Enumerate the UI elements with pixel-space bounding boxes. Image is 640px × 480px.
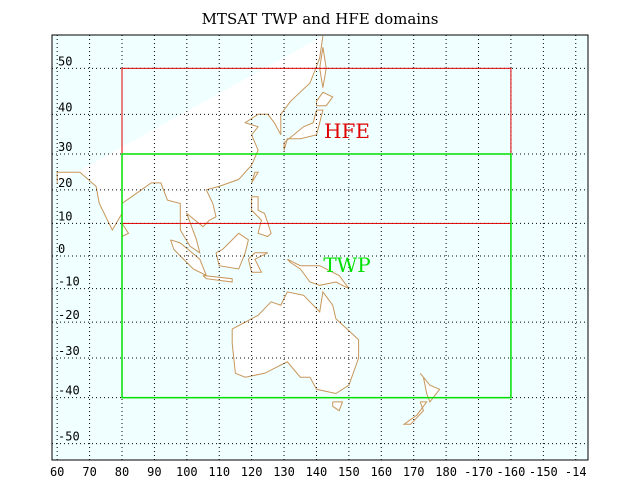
lon-label: -160: [496, 465, 525, 479]
domains: HFE TWP: [121, 67, 512, 399]
coastline: [332, 401, 344, 412]
lat-label: -30: [58, 344, 80, 358]
coastline: [402, 401, 428, 425]
coastline: [251, 171, 259, 184]
coastline: [251, 196, 272, 238]
coastline: [286, 258, 350, 290]
lon-label: -14: [565, 465, 587, 479]
domain-box: [121, 153, 512, 399]
lat-label: -20: [58, 308, 80, 322]
domain-label: TWP: [323, 253, 370, 277]
lon-label: 140: [306, 465, 328, 479]
coastline: [283, 109, 324, 151]
lon-label: 170: [403, 465, 425, 479]
lon-label: 180: [435, 465, 457, 479]
coastline: [319, 47, 327, 88]
coastlines: [56, 35, 441, 425]
lat-label: 50: [58, 54, 72, 68]
lat-label: -10: [58, 275, 80, 289]
lat-label: 0: [58, 242, 65, 256]
domain-label: HFE: [324, 119, 370, 143]
lon-label: 120: [241, 465, 263, 479]
lon-label: 150: [338, 465, 360, 479]
lon-label: 100: [176, 465, 198, 479]
lat-label: 20: [58, 176, 72, 190]
coastline: [419, 372, 441, 403]
lon-label: 110: [208, 465, 230, 479]
lon-label: 130: [273, 465, 295, 479]
lat-label: -40: [58, 384, 80, 398]
map-title: MTSAT TWP and HFE domains: [202, 10, 439, 28]
lat-label: 10: [58, 209, 72, 223]
lat-label: -50: [58, 430, 80, 444]
frame: [51, 34, 589, 461]
coastline: [247, 252, 269, 273]
coastline: [316, 91, 334, 107]
lon-label: 160: [370, 465, 392, 479]
lat-label: 30: [58, 140, 72, 154]
coastline: [215, 232, 249, 270]
lon-label: 70: [82, 465, 96, 479]
lon-label: 90: [147, 465, 161, 479]
domain-box: [121, 67, 512, 224]
lon-label: 60: [50, 465, 64, 479]
lon-label: 80: [115, 465, 129, 479]
lon-label: -170: [464, 465, 493, 479]
coastline: [202, 275, 233, 283]
lon-label: -150: [529, 465, 558, 479]
coastline: [231, 290, 360, 395]
lat-label: 40: [58, 100, 72, 114]
